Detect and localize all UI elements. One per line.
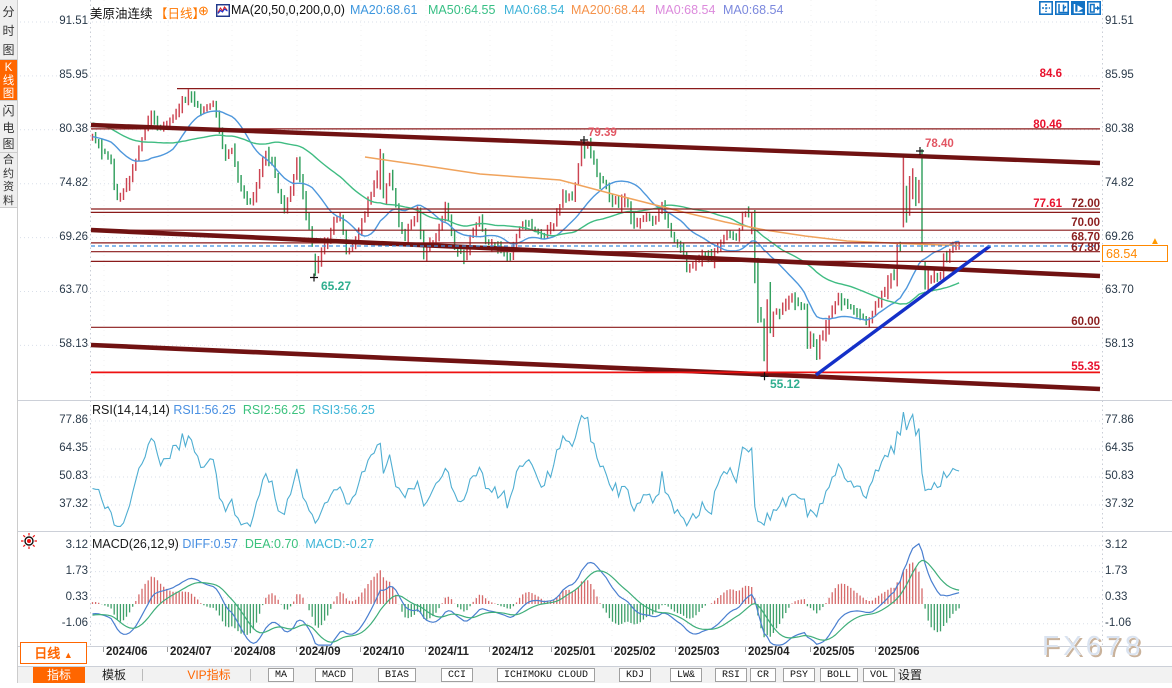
svg-text:68.70: 68.70 [1071, 232, 1100, 244]
svg-text:78.40: 78.40 [925, 138, 954, 150]
svg-text:55.12: 55.12 [770, 377, 800, 391]
svg-text:65.27: 65.27 [321, 279, 351, 293]
svg-text:55.35: 55.35 [1071, 361, 1100, 373]
svg-text:80.46: 80.46 [1033, 119, 1062, 131]
svg-text:72.00: 72.00 [1071, 198, 1100, 210]
svg-text:84.6: 84.6 [1040, 68, 1062, 80]
svg-text:79.39: 79.39 [588, 127, 617, 139]
svg-text:67.80: 67.80 [1071, 242, 1100, 254]
svg-text:60.00: 60.00 [1071, 316, 1100, 328]
svg-text:70.00: 70.00 [1071, 217, 1100, 229]
svg-text:77.61: 77.61 [1033, 198, 1062, 210]
